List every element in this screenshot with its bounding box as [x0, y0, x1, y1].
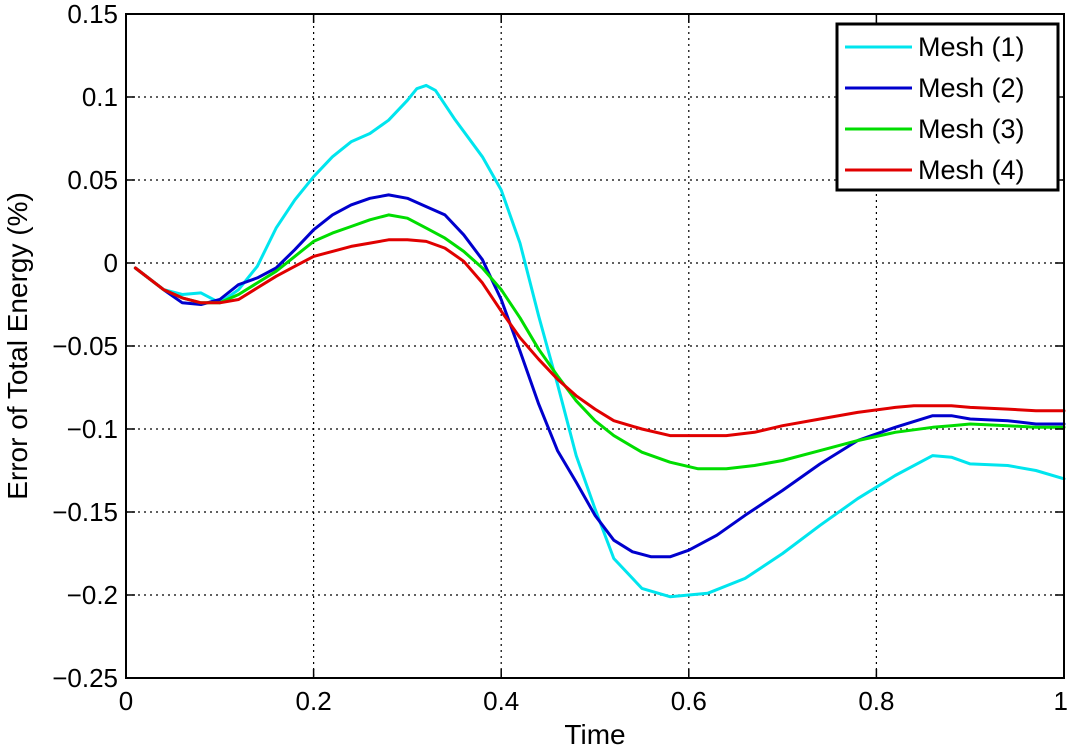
x-tick-label: 0.8 — [858, 686, 894, 716]
y-axis-label: Error of Total Energy (%) — [2, 192, 33, 500]
y-tick-labels: 0.15 0.1 0.05 0 −0.05 −0.1 −0.15 −0.2 −0.25 — [52, 0, 118, 693]
y-tick-label: −0.25 — [52, 663, 118, 693]
series-line-1 — [133, 83, 1066, 599]
series-line-3 — [133, 213, 1066, 471]
y-tick-label: 0.05 — [67, 165, 118, 195]
y-tick-label: 0.15 — [67, 0, 118, 29]
series-lines — [133, 83, 1066, 599]
legend-label-4: Mesh (4) — [918, 155, 1025, 185]
x-tick-labels: 0 0.2 0.4 0.6 0.8 1 — [119, 686, 1068, 716]
y-tick-label: 0.1 — [82, 82, 118, 112]
x-tick-label: 1 — [1054, 686, 1068, 716]
legend-label-3: Mesh (3) — [918, 114, 1025, 144]
x-tick-label: 0 — [119, 686, 133, 716]
y-tick-label: −0.2 — [67, 580, 118, 610]
y-tick-label: −0.05 — [52, 331, 118, 361]
legend-label-1: Mesh (1) — [918, 32, 1025, 62]
series-line-4 — [133, 238, 1066, 438]
legend-box — [835, 22, 1060, 192]
y-tick-label: −0.1 — [67, 414, 118, 444]
x-axis-label: Time — [564, 719, 625, 749]
y-tick-label: 0 — [104, 248, 118, 278]
y-tick-label: −0.15 — [52, 497, 118, 527]
x-tick-label: 0.4 — [483, 686, 519, 716]
axis-ticks — [125, 13, 1065, 679]
x-tick-label: 0.2 — [296, 686, 332, 716]
legend-label-2: Mesh (2) — [918, 73, 1025, 103]
x-tick-label: 0.6 — [671, 686, 707, 716]
legend: Mesh (1) Mesh (2) Mesh (3) Mesh (4) — [835, 22, 1060, 192]
